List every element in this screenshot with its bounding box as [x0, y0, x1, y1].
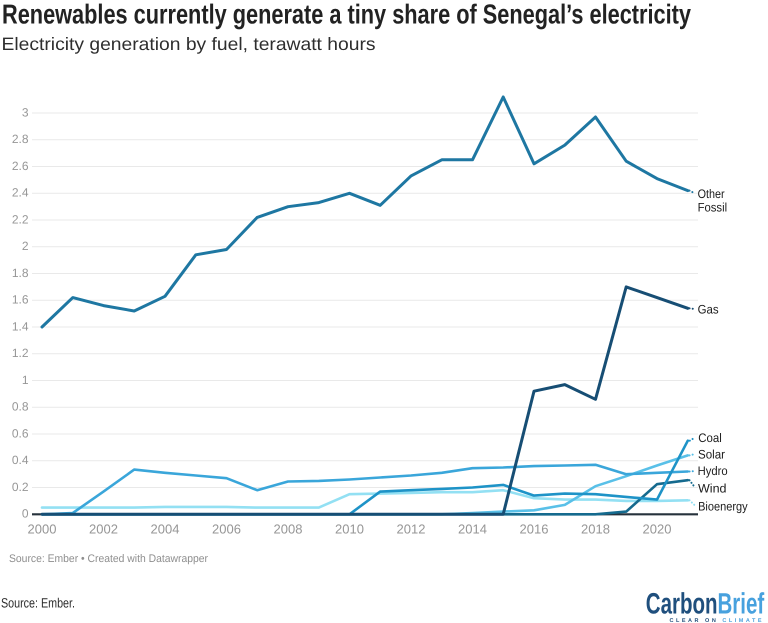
svg-text:1.6: 1.6	[12, 293, 29, 307]
svg-text:0.8: 0.8	[12, 400, 29, 414]
svg-text:Solar: Solar	[698, 448, 725, 462]
svg-text:2018: 2018	[581, 522, 610, 537]
svg-text:2000: 2000	[28, 522, 57, 537]
svg-text:Hydro: Hydro	[698, 464, 728, 478]
svg-text:CarbonBrief: CarbonBrief	[646, 587, 765, 620]
svg-text:0.2: 0.2	[12, 480, 29, 494]
svg-text:Other: Other	[698, 187, 725, 201]
svg-text:2010: 2010	[335, 522, 364, 537]
svg-text:2.8: 2.8	[12, 132, 29, 146]
svg-text:2006: 2006	[212, 522, 241, 537]
svg-text:2014: 2014	[458, 522, 487, 537]
svg-text:1.2: 1.2	[12, 346, 29, 360]
svg-text:1.4: 1.4	[12, 319, 29, 333]
svg-text:Bioenergy: Bioenergy	[698, 500, 748, 514]
svg-text:2.6: 2.6	[12, 159, 29, 173]
svg-text:1: 1	[22, 373, 29, 387]
svg-text:0.6: 0.6	[12, 426, 29, 440]
svg-text:2020: 2020	[643, 522, 672, 537]
svg-text:Coal: Coal	[698, 431, 722, 445]
svg-text:1.8: 1.8	[12, 266, 29, 280]
svg-text:2008: 2008	[274, 522, 303, 537]
svg-text:2012: 2012	[397, 522, 426, 537]
svg-text:2002: 2002	[89, 522, 118, 537]
svg-text:Electricity generation by fuel: Electricity generation by fuel, terawatt…	[2, 34, 376, 54]
svg-text:Fossil: Fossil	[698, 201, 728, 215]
svg-text:3: 3	[22, 105, 29, 119]
svg-text:0.4: 0.4	[12, 453, 29, 467]
svg-text:Source: Ember • Created with D: Source: Ember • Created with Datawrapper	[9, 553, 208, 565]
svg-text:2016: 2016	[520, 522, 549, 537]
svg-text:Wind: Wind	[698, 481, 727, 495]
svg-text:Gas: Gas	[698, 303, 719, 317]
svg-text:2004: 2004	[151, 522, 180, 537]
svg-text:Renewables currently generate: Renewables currently generate a tiny sha…	[2, 0, 692, 30]
svg-text:0: 0	[22, 507, 29, 521]
svg-text:CLEAR ON CLIMATE: CLEAR ON CLIMATE	[670, 618, 764, 623]
svg-text:Source: Ember.: Source: Ember.	[1, 596, 75, 611]
svg-text:2: 2	[22, 239, 29, 253]
svg-text:2.4: 2.4	[12, 186, 29, 200]
svg-text:2.2: 2.2	[12, 212, 29, 226]
